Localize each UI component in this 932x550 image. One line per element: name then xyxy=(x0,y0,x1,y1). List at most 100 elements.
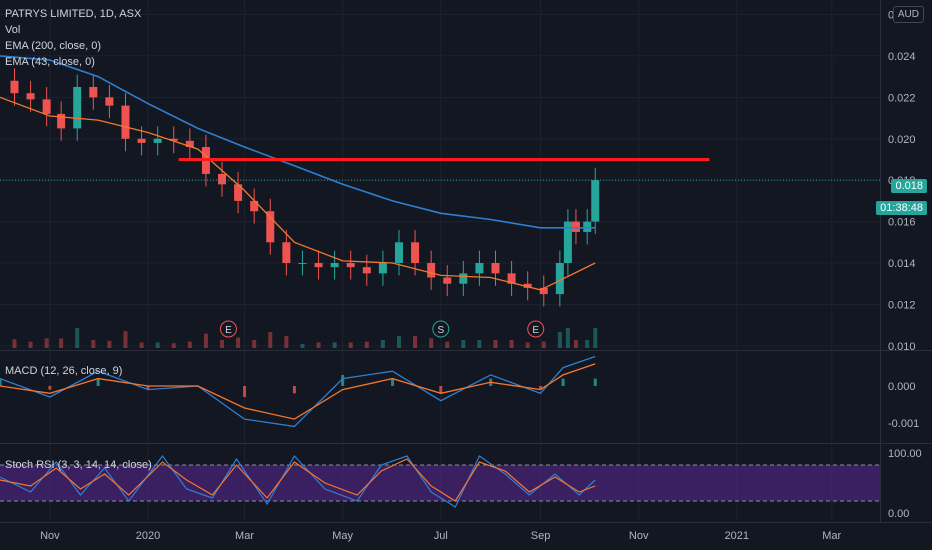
macd-histogram-bar xyxy=(96,378,100,386)
macd-histogram-bar xyxy=(539,385,543,390)
volume-bar xyxy=(75,328,80,348)
symbol-title[interactable]: PATRYS LIMITED, 1D, ASX xyxy=(5,8,142,20)
volume-bar xyxy=(300,344,305,348)
stoch-axis-label: 100.00 xyxy=(888,448,922,460)
indicator-legend: PATRYS LIMITED, 1D, ASX Vol EMA (200, cl… xyxy=(5,6,141,70)
volume-bar xyxy=(91,340,96,348)
volume-bar xyxy=(364,341,369,348)
candle-body xyxy=(571,221,580,232)
volume-bar xyxy=(284,336,289,348)
volume-bar xyxy=(12,339,17,348)
candle-body xyxy=(57,113,66,129)
candle-body xyxy=(314,263,323,268)
x-tick-label: 2021 xyxy=(725,530,749,542)
volume-bar xyxy=(348,342,353,348)
candle-body xyxy=(89,86,98,98)
legend-ema43[interactable]: EMA (43, close, 0) xyxy=(5,56,95,68)
volume-bar xyxy=(445,341,450,348)
candle-body xyxy=(266,211,275,243)
volume-bar xyxy=(477,340,482,348)
price-axis-label: 0.020 xyxy=(888,134,916,146)
last-price-tag: 0.018 xyxy=(891,179,927,193)
ema200-line xyxy=(0,55,596,229)
candle-body xyxy=(298,263,307,265)
candle-body xyxy=(523,283,532,288)
volume-bar xyxy=(44,338,49,348)
volume-bar xyxy=(28,341,33,348)
stoch-d-line xyxy=(0,458,596,502)
macd-axis-label: 0.000 xyxy=(888,381,916,393)
countdown-tag: 01:38:48 xyxy=(876,201,927,215)
volume-bar xyxy=(316,342,321,348)
macd-line xyxy=(0,355,596,428)
price-axis-label: 0.010 xyxy=(888,341,916,353)
macd-histogram-bar xyxy=(593,378,597,386)
candle-body xyxy=(563,221,572,264)
volume-bar xyxy=(593,328,598,348)
x-tick-label: Nov xyxy=(629,530,649,542)
volume-bar xyxy=(139,342,144,348)
volume-bar xyxy=(268,332,273,348)
event-marker[interactable] xyxy=(432,320,450,338)
event-marker[interactable] xyxy=(219,320,237,338)
stoch-title[interactable]: Stoch RSI (3, 3, 14, 14, close) xyxy=(5,459,152,471)
macd-histogram-bar xyxy=(341,374,345,386)
macd-title[interactable]: MACD (12, 26, close, 9) xyxy=(5,365,123,377)
candle-body xyxy=(362,267,371,274)
currency-button[interactable]: AUD xyxy=(892,6,924,23)
candle-body xyxy=(555,263,564,295)
candle-body xyxy=(330,263,339,268)
x-tick-label: Sep xyxy=(531,530,551,542)
volume-bar xyxy=(509,340,514,348)
macd-histogram-bar xyxy=(391,378,395,386)
candle-body xyxy=(121,105,130,139)
x-tick-label: Nov xyxy=(40,530,60,542)
event-marker[interactable] xyxy=(527,320,545,338)
macd-signal-line xyxy=(0,363,596,420)
volume-bar xyxy=(332,342,337,348)
candle-body xyxy=(378,263,387,274)
candle-body xyxy=(411,242,420,264)
macd-histogram-bar xyxy=(292,385,296,394)
candle-body xyxy=(73,86,82,129)
candle-body xyxy=(218,173,227,185)
x-tick-label: Mar xyxy=(822,530,841,542)
price-axis-label: 0.016 xyxy=(888,217,916,229)
volume-bar xyxy=(380,340,385,348)
x-tick-label: Mar xyxy=(235,530,254,542)
event-marker-label: E xyxy=(225,325,232,336)
stoch-axis-label: 0.00 xyxy=(888,508,909,520)
candle-body xyxy=(591,180,600,222)
candle-body xyxy=(250,200,259,212)
macd-histogram-bar xyxy=(0,378,2,386)
candle-body xyxy=(539,287,548,295)
price-axis-label: 0.012 xyxy=(888,299,916,311)
price-axis-label: 0.014 xyxy=(888,258,916,270)
stoch-band xyxy=(0,465,880,501)
volume-bar xyxy=(220,340,225,348)
volume-bar xyxy=(107,340,112,348)
volume-bar xyxy=(396,336,401,348)
candle-body xyxy=(282,242,291,264)
macd-histogram-bar xyxy=(48,385,52,390)
candle-body xyxy=(346,263,355,268)
candle-body xyxy=(26,93,35,100)
x-tick-label: May xyxy=(332,530,353,542)
candle-body xyxy=(169,138,178,141)
candle-body xyxy=(105,97,114,106)
legend-ema200[interactable]: EMA (200, close, 0) xyxy=(5,40,101,52)
volume-bar xyxy=(123,331,128,348)
volume-bar xyxy=(541,341,546,348)
legend-vol[interactable]: Vol xyxy=(5,24,21,36)
volume-bar xyxy=(203,333,208,348)
candle-body xyxy=(42,99,51,114)
macd-histogram-bar xyxy=(146,385,150,390)
macd-histogram-bar xyxy=(439,385,443,394)
macd-histogram-bar xyxy=(243,385,247,397)
candle-body xyxy=(459,273,468,284)
candle-body xyxy=(491,263,500,274)
candle-body xyxy=(234,184,243,201)
macd-axis-label: -0.001 xyxy=(888,418,919,430)
candle-body xyxy=(475,263,484,274)
